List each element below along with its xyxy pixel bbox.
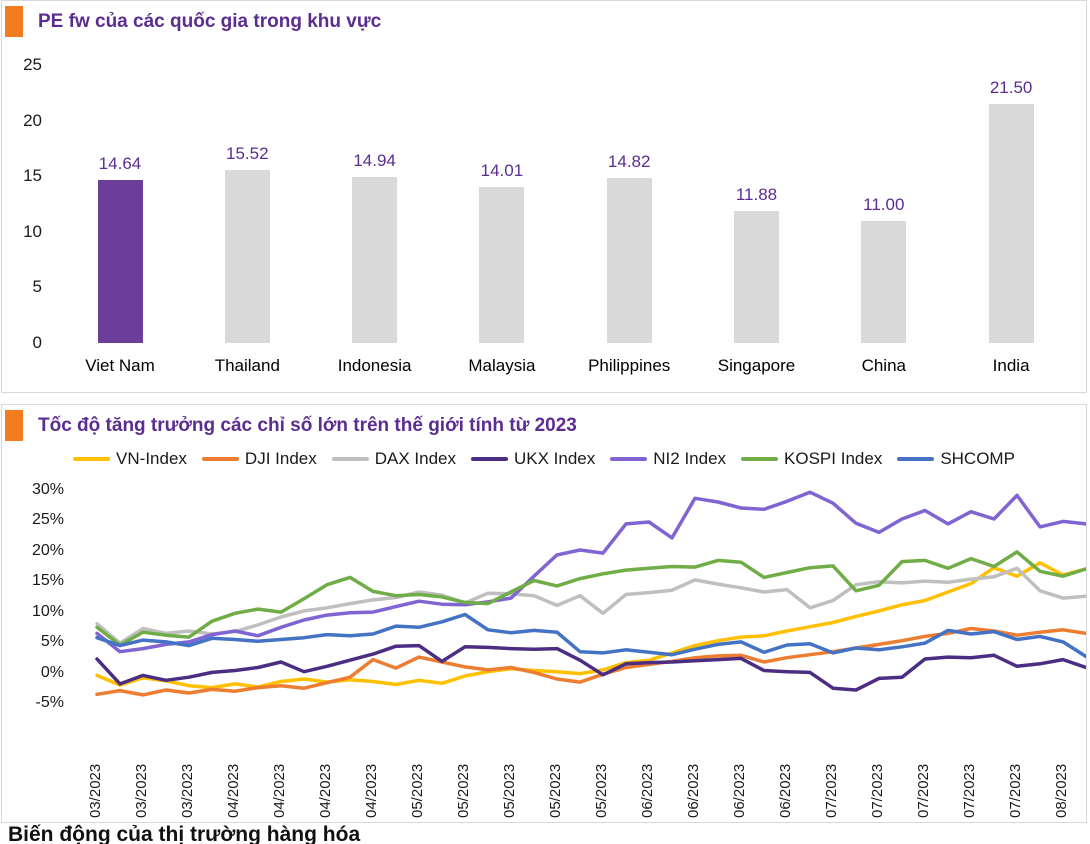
bar-chart-plot: 25 20 15 10 5 0 14.64 Viet Nam 15.52 Thailand 14.9… (2, 1, 1086, 392)
title-accent-square (5, 410, 23, 441)
bar-Thailand (224, 170, 270, 343)
line-x-tick: 07/2023 (961, 763, 978, 818)
bar-y-tick: 5 (32, 277, 42, 297)
line-x-tick: 05/2023 (501, 763, 518, 818)
bar-category-label: Viet Nam (85, 356, 155, 375)
legend-item-NI2 Index: NI2 Index (610, 449, 726, 469)
line-x-tick: 03/2023 (133, 763, 150, 818)
legend-item-SHCOMP: SHCOMP (897, 449, 1015, 469)
line-y-tick: 10% (31, 602, 64, 620)
bar-value-label: 14.82 (607, 152, 651, 172)
legend-label: SHCOMP (940, 449, 1015, 468)
legend-item-KOSPI Index: KOSPI Index (741, 449, 882, 469)
bar-value-label: 11.88 (735, 184, 778, 204)
line-y-tick: 25% (31, 511, 64, 529)
bar-value-label: 14.01 (480, 161, 524, 181)
bar-category-label: Philippines (588, 356, 671, 375)
bar-category-label: Indonesia (337, 356, 412, 375)
legend-swatch-DJI Index (201, 457, 239, 461)
bar-China (861, 220, 907, 343)
legend-swatch-NI2 Index (610, 457, 648, 461)
line-x-tick: 06/2023 (777, 763, 794, 818)
legend-swatch-UKX Index (471, 457, 508, 461)
line-y-tick: 15% (31, 572, 64, 590)
legend-swatch-SHCOMP (897, 457, 935, 461)
line-x-tick: 04/2023 (271, 763, 288, 818)
series-line-SHCOMP (95, 612, 1086, 659)
line-x-tick: 07/2023 (915, 763, 932, 818)
legend-swatch-VN-Index (73, 457, 111, 461)
legend-swatch-KOSPI Index (741, 457, 779, 461)
bar-category-label: Thailand (214, 356, 280, 375)
bar-value-label: 14.64 (98, 154, 142, 174)
line-x-tick: 04/2023 (363, 763, 380, 818)
line-x-tick: 06/2023 (731, 763, 748, 818)
series-line-DJI Index (95, 626, 1086, 697)
line-x-tick: 05/2023 (593, 763, 610, 818)
bar-category-label: India (992, 356, 1030, 375)
pe-bar-chart-panel: PE fw của các quốc gia trong khu vực 25 2… (1, 0, 1087, 393)
legend-label: DJI Index (244, 449, 317, 468)
bar-value-label: 15.52 (226, 144, 269, 164)
line-y-tick: 20% (31, 541, 64, 559)
line-x-tick: 06/2023 (639, 763, 656, 818)
line-chart-legend: VN-Index DJI Index DAX Index UKX Index NI2 I… (2, 449, 1086, 469)
legend-item-VN-Index: VN-Index (73, 449, 187, 469)
legend-label: VN-Index (116, 449, 187, 468)
bar-y-tick: 20 (23, 110, 42, 130)
legend-item-DJI Index: DJI Index (201, 449, 317, 469)
legend-swatch-DAX Index (331, 457, 369, 461)
series-line-DAX Index (95, 566, 1086, 645)
bar-y-tick: 10 (23, 221, 42, 241)
line-x-tick: 05/2023 (455, 763, 472, 818)
legend-label: NI2 Index (653, 449, 727, 468)
line-x-tick: 07/2023 (823, 763, 840, 818)
series-line-KOSPI Index (95, 550, 1086, 647)
line-x-tick: 03/2023 (87, 763, 104, 818)
line-y-tick: 0% (40, 663, 64, 681)
legend-item-UKX Index: UKX Index (471, 449, 595, 469)
line-x-tick: 05/2023 (409, 763, 426, 818)
legend-label: UKX Index (514, 449, 596, 468)
bar-Malaysia (479, 187, 525, 343)
line-y-tick: -5% (35, 693, 64, 711)
legend-item-DAX Index: DAX Index (331, 449, 456, 469)
next-section-heading: Biến động của thị trường hàng hóa (8, 823, 361, 844)
title-accent-square (5, 6, 23, 37)
bar-value-label: 14.94 (353, 150, 396, 170)
bar-chart-title: PE fw của các quốc gia trong khu vực (38, 11, 382, 32)
bar-Singapore (734, 210, 779, 343)
bar-category-label: China (861, 356, 906, 375)
index-growth-line-chart-panel: Tốc độ tăng trưởng các chỉ số lớn trên t… (1, 404, 1087, 823)
bar-Viet Nam (97, 180, 143, 343)
legend-label: DAX Index (374, 449, 456, 468)
line-x-tick: 07/2023 (1007, 763, 1024, 818)
line-x-tick: 04/2023 (225, 763, 242, 818)
line-y-tick: 5% (40, 633, 64, 651)
bar-Indonesia (352, 176, 398, 343)
line-x-tick: 08/2023 (1053, 763, 1070, 818)
line-x-tick: 07/2023 (869, 763, 886, 818)
bar-y-tick: 15 (23, 166, 42, 186)
bar-y-tick: 0 (32, 333, 42, 352)
line-x-tick: 03/2023 (179, 763, 196, 818)
series-line-NI2 Index (95, 490, 1086, 654)
line-x-tick: 04/2023 (317, 763, 334, 818)
line-x-tick: 06/2023 (685, 763, 702, 818)
bar-category-label: Singapore (717, 356, 796, 375)
bar-category-label: Malaysia (468, 356, 536, 375)
bar-Philippines (606, 178, 652, 343)
line-y-tick: 30% (31, 481, 64, 498)
bar-value-label: 11.00 (863, 194, 905, 214)
bar-India (988, 103, 1034, 343)
line-x-tick: 05/2023 (547, 763, 564, 818)
bar-y-tick: 25 (23, 55, 42, 74)
line-chart-svg (95, 490, 1086, 697)
legend-label: KOSPI Index (784, 449, 883, 468)
series-line-UKX Index (95, 643, 1086, 692)
bar-value-label: 21.50 (989, 77, 1033, 97)
line-chart-title: Tốc độ tăng trưởng các chỉ số lớn trên t… (38, 415, 577, 436)
